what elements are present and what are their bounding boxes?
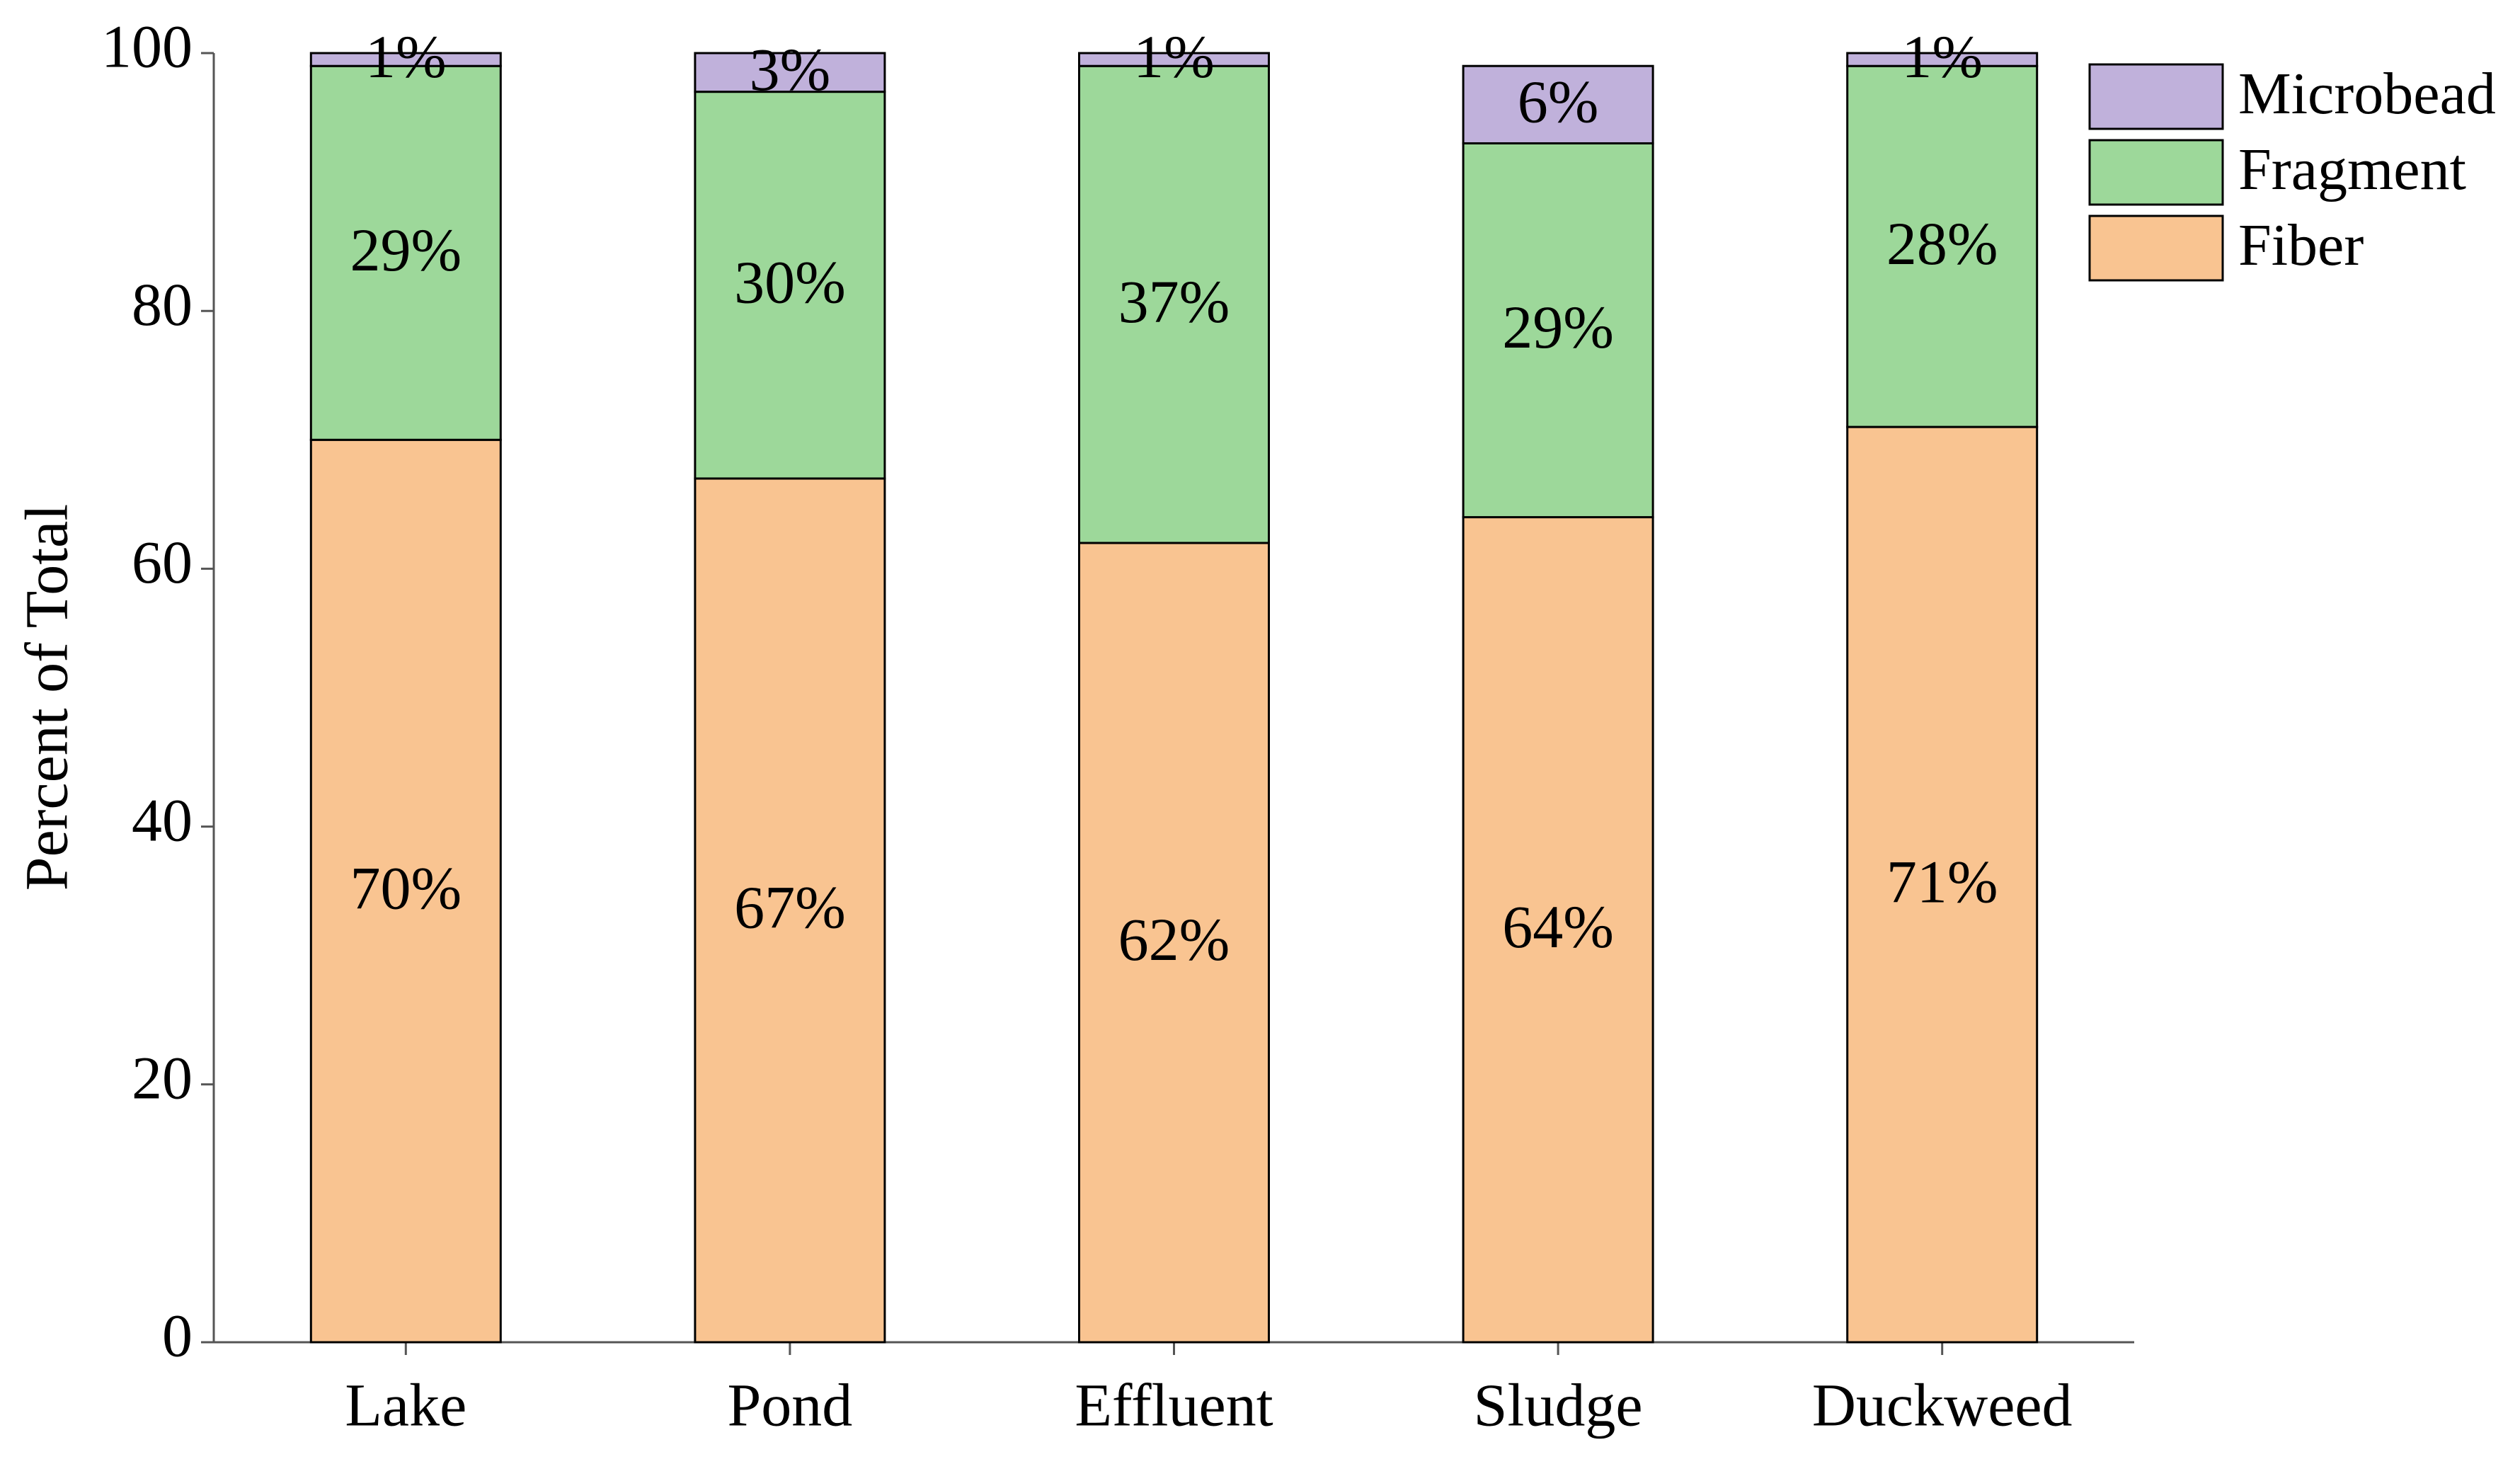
bar-segment [309, 438, 502, 1344]
value-label: 1% [365, 23, 447, 91]
value-label: 30% [734, 248, 846, 316]
bar-segment [1078, 542, 1270, 1344]
y-axis-label: Percent of Total [13, 504, 81, 891]
value-label: 29% [1502, 293, 1614, 361]
legend-swatch [2088, 215, 2224, 282]
value-label: 28% [1886, 210, 1998, 278]
x-tick-label: Duckweed [1812, 1371, 2073, 1439]
value-label: 37% [1118, 268, 1230, 336]
bar-segment [694, 52, 886, 93]
y-tick-label: 0 [162, 1302, 193, 1370]
bar-segment [1846, 64, 2039, 428]
value-label: 62% [1118, 905, 1230, 973]
bar-segment [1462, 142, 1654, 519]
value-label: 1% [1901, 23, 1983, 91]
bar-segment [1462, 516, 1654, 1344]
bar-segment [1846, 425, 2039, 1344]
bar-segment [1078, 52, 1270, 67]
x-tick-label: Lake [345, 1371, 466, 1439]
y-tick-label: 40 [132, 786, 193, 854]
x-tick-label: Effluent [1075, 1371, 1273, 1439]
value-label: 29% [350, 216, 462, 284]
legend-swatch [2088, 63, 2224, 130]
legend-label: Microbead [2238, 61, 2496, 127]
legend-label: Fiber [2238, 212, 2364, 278]
value-label: 6% [1518, 68, 1599, 136]
value-label: 70% [350, 854, 462, 922]
bar-segment [1078, 64, 1270, 544]
bar-segment [694, 91, 886, 480]
bar-segment [309, 64, 502, 441]
y-tick-label: 80 [132, 270, 193, 338]
bar-segment [1846, 52, 2039, 67]
bar-segment [309, 52, 502, 67]
value-label: 64% [1502, 893, 1614, 961]
value-label: 71% [1886, 847, 1998, 915]
value-label: 67% [734, 874, 846, 942]
y-tick-label: 20 [132, 1044, 193, 1112]
x-tick-label: Sludge [1474, 1371, 1643, 1439]
bar-segment [694, 477, 886, 1344]
legend-swatch [2088, 139, 2224, 206]
y-tick-label: 100 [101, 13, 193, 81]
y-tick-label: 60 [132, 528, 193, 596]
x-tick-label: Pond [727, 1371, 852, 1439]
value-label: 3% [750, 35, 831, 103]
bar-segment [1462, 64, 1654, 144]
value-label: 1% [1133, 23, 1215, 91]
legend-label: Fragment [2238, 137, 2466, 202]
